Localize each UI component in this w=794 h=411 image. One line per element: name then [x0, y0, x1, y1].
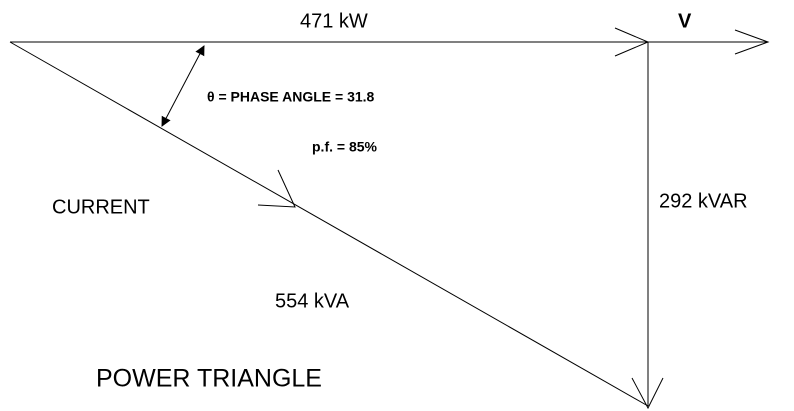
apparent-power-line: [9, 41, 649, 407]
voltage-label: V: [678, 10, 692, 32]
current-arrowhead: [257, 169, 296, 208]
reactive-power-label: 292 kVAR: [659, 190, 748, 212]
arrowhead: [631, 377, 664, 410]
power-factor-label: p.f. = 85%: [312, 139, 378, 155]
current-label: CURRENT: [52, 196, 150, 218]
voltage-arrowhead: [734, 29, 770, 55]
apparent-power-label: 554 kVA: [275, 290, 350, 312]
angle-arrow: [161, 45, 205, 127]
real-power-label: 471 kW: [300, 10, 368, 32]
phase-angle-label: θ = PHASE ANGLE = 31.8: [207, 89, 375, 105]
title: POWER TRIANGLE: [96, 365, 322, 393]
